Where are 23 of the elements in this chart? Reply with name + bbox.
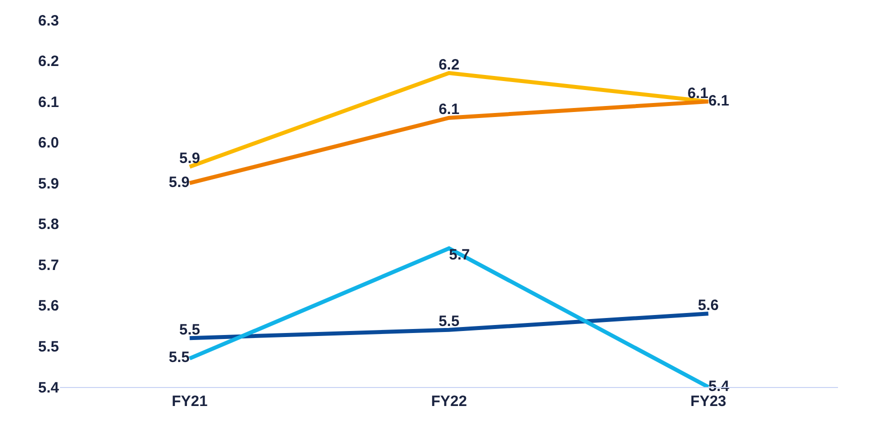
data-label: 5.5 <box>179 321 200 338</box>
y-tick-label: 5.7 <box>38 256 59 274</box>
data-label: 5.6 <box>698 296 719 314</box>
y-tick-label: 5.4 <box>38 379 60 396</box>
data-label: 6.2 <box>438 56 460 74</box>
y-tick-label: 5.8 <box>38 216 59 234</box>
data-label: 6.1 <box>708 92 730 110</box>
data-label: 5.9 <box>179 150 200 168</box>
y-tick-label: 6.3 <box>38 12 59 30</box>
data-label: 6.1 <box>687 84 708 102</box>
y-tick-label: 6.1 <box>38 94 59 111</box>
data-label: 5.5 <box>438 313 460 330</box>
y-tick-label: 6.0 <box>38 134 59 152</box>
x-tick-label: FY22 <box>431 393 467 410</box>
data-label: 6.1 <box>438 101 460 118</box>
y-tick-label: 5.5 <box>38 338 59 356</box>
x-tick-label: FY23 <box>690 393 726 410</box>
data-label: 5.9 <box>168 174 190 191</box>
y-tick-label: 6.2 <box>38 53 59 70</box>
x-tick-label: FY21 <box>172 393 208 410</box>
data-label: 5.5 <box>168 349 190 366</box>
y-tick-label: 5.9 <box>38 175 59 192</box>
y-tick-label: 5.6 <box>38 298 59 315</box>
